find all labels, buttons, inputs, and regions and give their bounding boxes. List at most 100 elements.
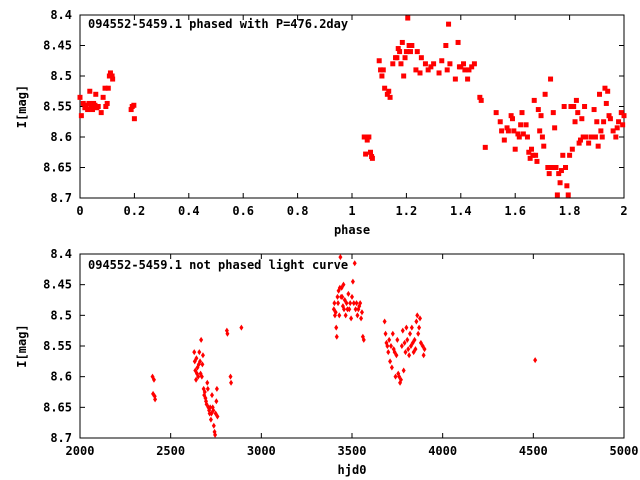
data-point	[539, 134, 545, 140]
data-point	[390, 61, 396, 67]
data-point	[355, 312, 360, 319]
data-point	[378, 67, 384, 73]
data-point	[398, 376, 403, 383]
data-point	[403, 349, 408, 356]
data-point	[400, 327, 405, 334]
data-point	[558, 168, 564, 174]
data-point	[376, 58, 382, 64]
data-point	[439, 58, 445, 64]
data-point	[482, 144, 488, 150]
data-point	[359, 315, 364, 322]
data-point	[83, 102, 89, 108]
y-tick-label: 8.45	[43, 39, 72, 53]
data-point	[384, 91, 390, 97]
data-point	[458, 64, 464, 70]
x-tick-label: 4500	[519, 444, 548, 458]
data-point	[386, 88, 392, 94]
data-point	[342, 306, 347, 313]
data-point	[361, 336, 366, 343]
data-point	[408, 330, 413, 337]
data-point	[428, 64, 434, 70]
data-point	[407, 352, 412, 359]
data-point	[535, 107, 541, 113]
data-point	[200, 352, 205, 359]
data-point	[225, 330, 230, 337]
data-point	[412, 336, 417, 343]
data-point	[471, 61, 477, 67]
data-point	[444, 67, 450, 73]
data-point	[452, 76, 458, 82]
data-point	[334, 324, 339, 331]
data-point	[567, 152, 573, 158]
data-point	[530, 152, 536, 158]
y-axis-title: I[mag]	[15, 85, 29, 128]
data-point	[413, 346, 418, 353]
data-point	[387, 336, 392, 343]
data-point	[512, 146, 518, 152]
y-tick-label: 8.4	[50, 247, 72, 261]
x-tick-label: 1.4	[450, 204, 472, 218]
data-point	[524, 134, 530, 140]
y-tick-label: 8.55	[43, 100, 72, 114]
data-point	[409, 324, 414, 331]
data-point	[388, 358, 393, 365]
data-point	[358, 300, 363, 307]
data-point	[531, 97, 537, 103]
phased-light-curve-panel: 0 0.2 0.4 0.6 0.8 1 1.2 1.4 1.6 1.8 2 8.4 8.45 8.5 8.5…	[15, 8, 628, 237]
data-point	[621, 113, 627, 119]
data-point	[583, 134, 589, 140]
data-point	[128, 107, 134, 113]
data-point	[418, 55, 424, 61]
data-point	[353, 306, 358, 313]
data-point	[406, 346, 411, 353]
data-point	[579, 116, 585, 122]
data-point	[603, 100, 609, 106]
data-point	[518, 122, 524, 128]
data-point	[90, 107, 96, 113]
data-point	[569, 146, 575, 152]
data-point	[573, 97, 579, 103]
data-point	[205, 379, 210, 386]
data-point	[192, 349, 197, 356]
x-tick-label: 0.8	[287, 204, 309, 218]
y-tick-label: 8.55	[43, 339, 72, 353]
data-point	[418, 315, 422, 322]
data-point	[213, 431, 218, 438]
data-point	[198, 358, 203, 365]
data-point	[588, 134, 594, 140]
data-point	[214, 385, 219, 392]
data-point	[87, 88, 93, 94]
data-point	[346, 290, 351, 297]
data-point	[509, 116, 515, 122]
data-point	[399, 39, 405, 45]
data-point	[554, 192, 560, 198]
data-point	[386, 349, 391, 356]
data-point	[422, 61, 428, 67]
data-point	[103, 104, 109, 109]
data-point	[443, 43, 449, 48]
data-point	[387, 94, 393, 100]
data-point	[602, 85, 608, 91]
data-point	[366, 134, 372, 140]
data-point	[403, 49, 409, 55]
data-point	[214, 398, 219, 405]
x-tick-label: 2000	[66, 444, 95, 458]
data-point	[131, 102, 137, 108]
data-point	[395, 46, 401, 52]
data-point	[417, 70, 423, 76]
data-point	[364, 137, 370, 143]
data-point	[211, 407, 216, 414]
data-point	[550, 110, 556, 116]
data-point	[599, 134, 605, 140]
data-point	[537, 128, 543, 134]
y-axis-title: I[mag]	[15, 324, 29, 367]
data-point	[499, 128, 505, 134]
data-point	[401, 73, 407, 79]
data-point	[533, 357, 538, 364]
data-point	[497, 119, 503, 125]
data-point	[413, 67, 419, 73]
data-point	[361, 134, 367, 140]
data-point	[582, 104, 588, 109]
data-point	[465, 76, 471, 82]
data-point	[197, 349, 202, 356]
